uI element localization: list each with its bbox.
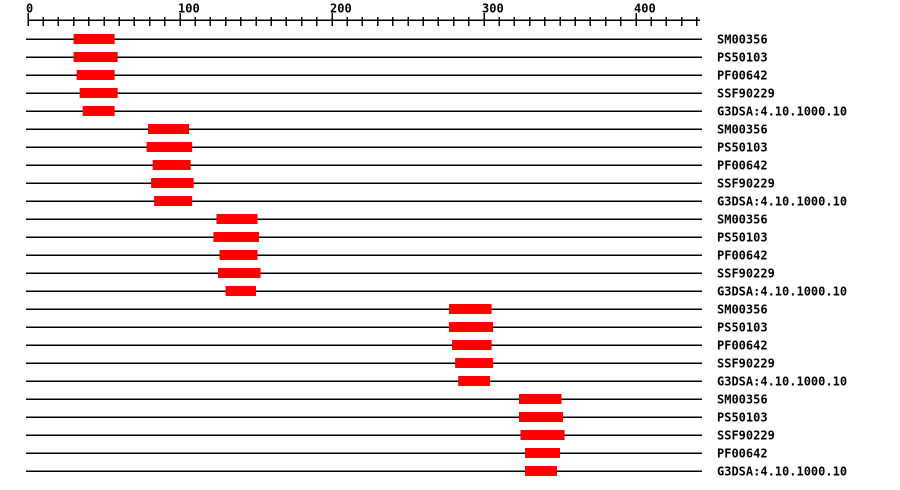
domain-hit-bar [79,88,118,98]
signature-label: SSF90229 [717,177,775,191]
domain-hit-bar [152,160,191,170]
signature-label: SSF90229 [717,429,775,443]
domain-hit-bar [449,304,492,314]
signature-label: PF00642 [717,249,768,263]
domain-hit-bar [216,214,258,224]
domain-hit-bar [518,394,562,404]
signature-label: SSF90229 [717,357,775,371]
domain-hit-bar [154,196,193,206]
signature-label: PS50103 [717,51,768,65]
signature-label: PF00642 [717,339,768,353]
domain-hit-bar [525,466,557,476]
domain-hit-bar [225,286,256,296]
domain-hit-bar [151,178,194,188]
signature-label: PS50103 [717,411,768,425]
domain-hit-bar [455,358,494,368]
signature-label: SM00356 [717,33,768,47]
signature-label: SM00356 [717,303,768,317]
axis-tick-label: 200 [330,2,352,16]
domain-hit-bar [458,376,491,386]
axis-tick-label: 400 [634,2,656,16]
signature-label: G3DSA:4.10.1000.10 [717,105,847,119]
domain-hit-bar [82,106,115,116]
signature-label: SSF90229 [717,87,775,101]
axis-tick-label: 100 [178,2,200,16]
domain-hit-bar [148,124,190,134]
signature-label: PS50103 [717,231,768,245]
signature-label: PS50103 [717,321,768,335]
domain-hit-bar [525,448,560,458]
domain-hit-bar [146,142,193,152]
axis-tick-label: 300 [482,2,504,16]
domain-hit-bar [518,412,564,422]
domain-hit-bar [218,268,261,278]
domain-hit-bar [449,322,494,332]
signature-label: SM00356 [717,213,768,227]
signature-label: G3DSA:4.10.1000.10 [717,375,847,389]
signature-label: PF00642 [717,159,768,173]
signature-label: PF00642 [717,447,768,461]
signature-label: G3DSA:4.10.1000.10 [717,195,847,209]
domain-hit-bar [213,232,260,242]
signature-label: G3DSA:4.10.1000.10 [717,285,847,299]
domain-hit-bar [76,70,115,80]
domain-hit-bar [73,52,118,62]
signature-label: G3DSA:4.10.1000.10 [717,465,847,479]
signature-label: PF00642 [717,69,768,83]
domain-hit-bar [219,250,258,260]
signature-label: PS50103 [717,141,768,155]
axis-tick-label: 0 [26,2,33,16]
domain-hit-bar [520,430,565,440]
signature-label: SM00356 [717,123,768,137]
signature-label: SSF90229 [717,267,775,281]
domain-hit-bar [452,340,492,350]
signature-label: SM00356 [717,393,768,407]
domain-hit-bar [73,34,115,44]
